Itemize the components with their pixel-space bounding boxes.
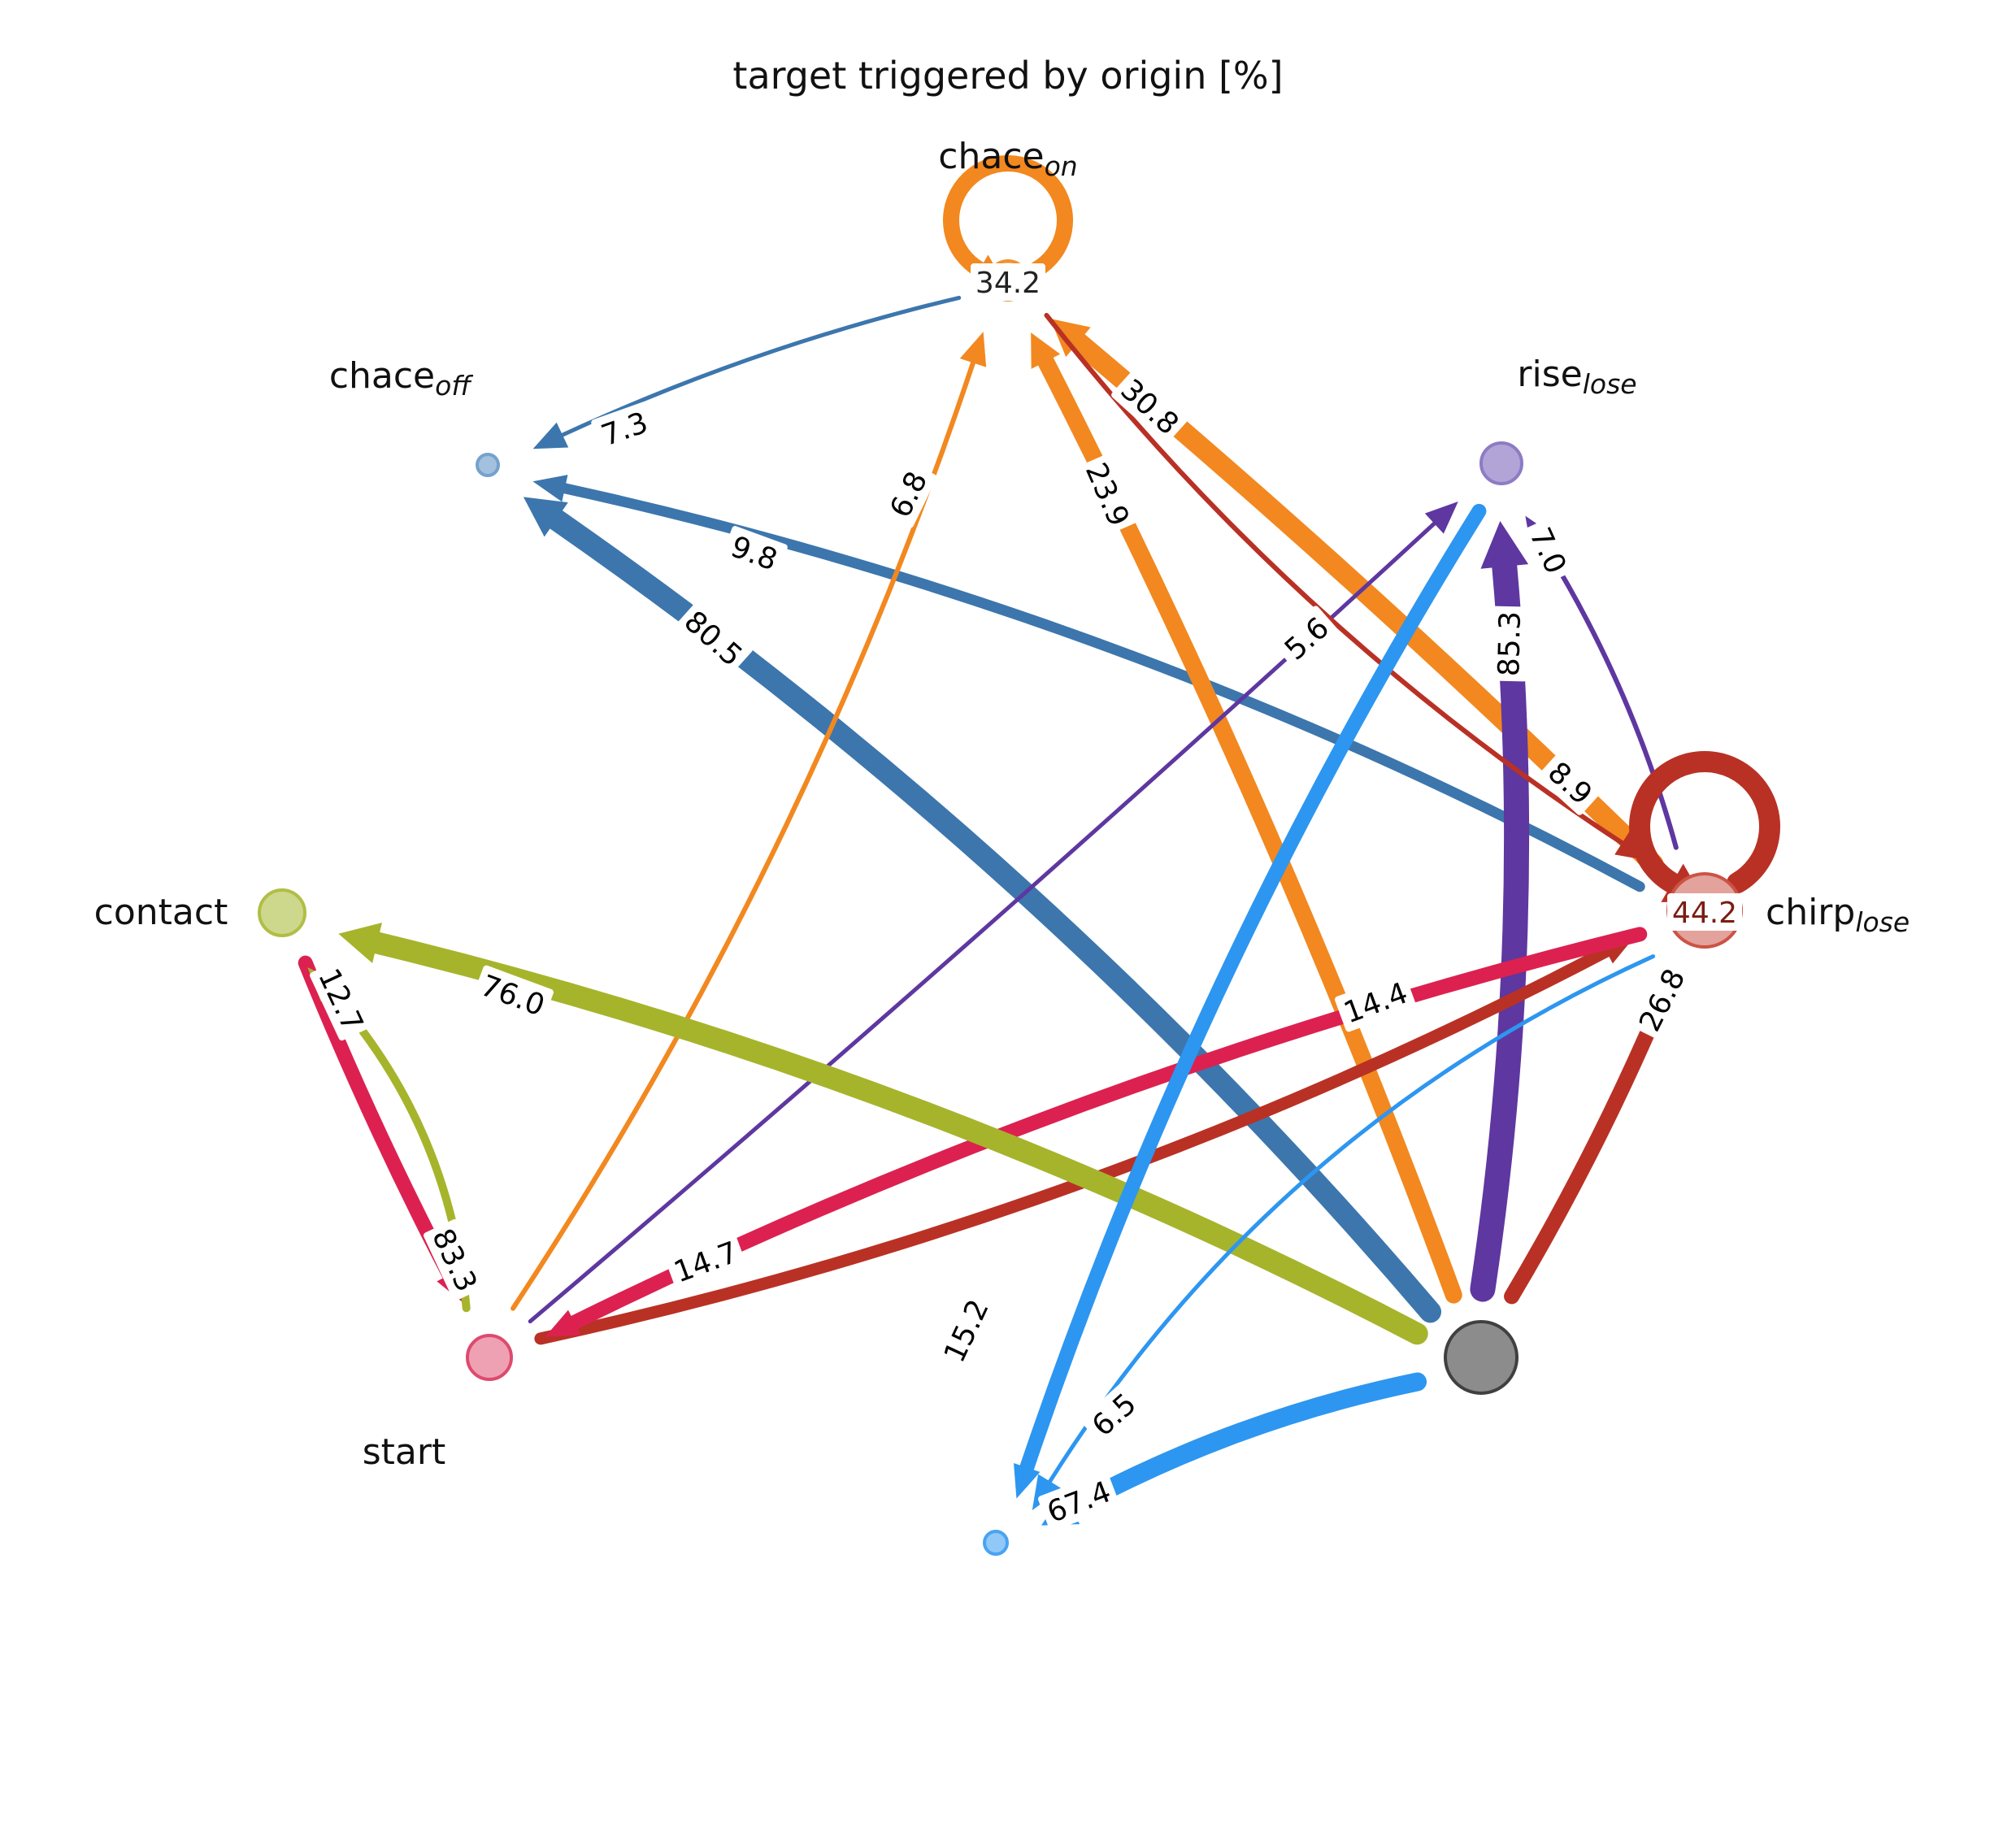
edge-label-box — [675, 600, 753, 676]
edge-label-box — [1037, 1471, 1120, 1531]
node-label-chace_off: chaceoff — [329, 355, 474, 402]
edge-label-chirp_lose-blue: 6.5 — [1080, 1382, 1147, 1447]
edge-line — [1062, 1372, 1427, 1518]
edge-label-box — [1111, 368, 1189, 445]
node-label-contact: contact — [94, 892, 228, 933]
edge-label-text: 44.2 — [1672, 897, 1737, 930]
edge-label-chirp_lose-self: 44.2 — [1667, 893, 1742, 931]
edge-arrowhead — [1049, 318, 1091, 358]
edge-label-chirp_lose-chace_off: 9.8 — [721, 526, 788, 580]
edge-label-chace_on-self: 34.2 — [971, 263, 1045, 301]
edge-line — [560, 295, 962, 437]
edge-arrowhead — [532, 475, 568, 502]
edge-label-box — [1335, 972, 1416, 1032]
self-loop-arc — [943, 155, 1073, 278]
node-contact — [258, 888, 306, 937]
node-start — [466, 1334, 513, 1381]
edge-label-text: 85.3 — [1492, 611, 1527, 677]
edge-arrowhead — [545, 1309, 581, 1337]
self-loop-arc — [1629, 751, 1780, 894]
edge-label-gray-rise_lose: 85.3 — [1489, 606, 1528, 682]
edge-arrowhead — [1031, 332, 1061, 369]
edge-label-box — [1076, 453, 1140, 536]
edge-label-gray-chace_on: 23.9 — [1076, 453, 1140, 536]
edge-label-box — [933, 1289, 998, 1372]
node-label-chace_on: chaceon — [938, 136, 1077, 182]
edge-label-start-contact: 83.3 — [424, 1218, 487, 1301]
edge-label-box — [1489, 606, 1528, 682]
edge-label-chace_on-chace_off: 7.3 — [591, 402, 658, 455]
edge-line — [1019, 503, 1487, 1475]
edge-label-rise_lose-blue: 15.2 — [933, 1289, 998, 1372]
edge-label-box — [424, 1218, 487, 1301]
edge-arrowhead — [1014, 1463, 1041, 1499]
edge-label-gray-chirp_lose: 26.8 — [1629, 958, 1694, 1041]
node-chace_off — [476, 453, 500, 477]
edge-label-chirp_lose-start: 14.4 — [1335, 972, 1416, 1032]
edge-label-box — [1520, 516, 1577, 584]
edge-label-box — [1537, 750, 1604, 815]
node-label-chirp_lose: chirplose — [1766, 892, 1910, 938]
node-rise_lose — [1479, 441, 1523, 485]
edge-line — [1044, 312, 1625, 846]
node-blue — [983, 1530, 1009, 1556]
edge-label-box — [472, 965, 554, 1025]
edge-label-box — [591, 402, 658, 455]
edge-arrowhead — [1480, 520, 1529, 569]
edge-label-box — [971, 263, 1045, 301]
edge-chace_on-chace_off — [532, 295, 962, 449]
edge-label-start-rise_lose: 5.6 — [1273, 606, 1340, 671]
node-label-start: start — [363, 1431, 445, 1473]
edge-label-box — [1080, 1382, 1147, 1447]
edge-line — [1048, 954, 1656, 1483]
edge-label-start-chace_on: 6.8 — [879, 460, 937, 528]
edge-arrowhead — [523, 497, 568, 537]
edge-label-box — [1273, 606, 1340, 671]
chart-title: target triggered by origin [%] — [732, 54, 1284, 98]
edge-label-box — [1629, 958, 1694, 1041]
self-loops-layer — [943, 155, 1780, 902]
node-gray — [1444, 1320, 1519, 1395]
edge-label-box — [310, 958, 373, 1041]
edge-arrowhead — [338, 923, 382, 963]
edge-line — [1540, 541, 1679, 850]
edge-rise_lose-blue — [1014, 503, 1487, 1499]
edge-arrowhead — [532, 422, 569, 449]
edge-label-text: 34.2 — [975, 267, 1041, 300]
edge-arrowhead — [1424, 502, 1458, 534]
edge-line — [1504, 998, 1667, 1305]
edge-label-box — [879, 460, 937, 528]
edge-label-start-chirp_lose: 14.7 — [665, 1231, 746, 1292]
edge-arrowhead — [959, 332, 987, 367]
edge-label-box — [665, 1231, 746, 1292]
edge-label-box — [721, 526, 788, 580]
node-label-rise_lose: riselose — [1517, 354, 1636, 400]
edge-label-box — [1667, 893, 1742, 931]
